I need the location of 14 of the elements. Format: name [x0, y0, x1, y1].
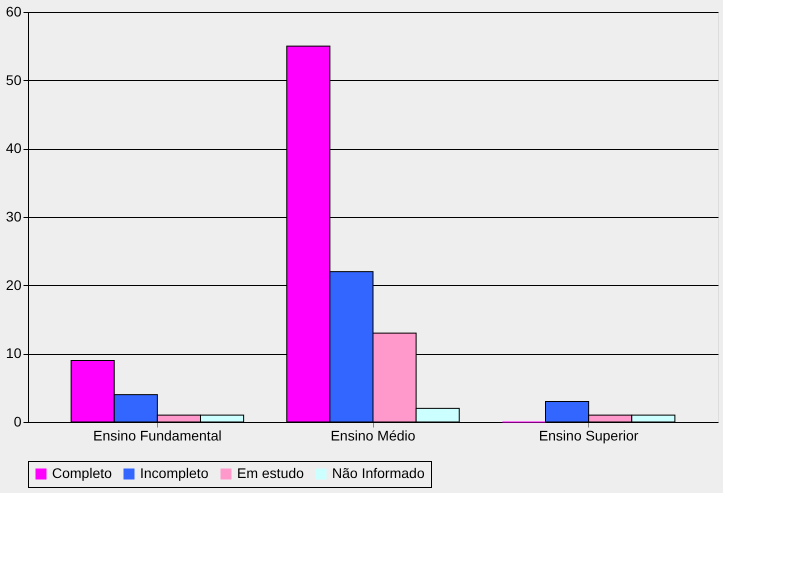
y-tick-label: 30 [6, 208, 22, 224]
x-tick-label: Ensino Médio [330, 428, 416, 444]
y-tick-label: 10 [6, 345, 22, 362]
legend-label: Incompleto [140, 465, 209, 481]
y-tick-label: 40 [6, 140, 22, 156]
y-tick-label: 20 [6, 276, 22, 293]
x-tick-label: Ensino Fundamental [93, 428, 222, 444]
legend-label: Em estudo [237, 465, 304, 481]
x-tick-label: Ensino Superior [538, 428, 639, 444]
y-tick-label: 50 [6, 72, 22, 88]
y-tick-label: 60 [6, 4, 22, 20]
legend-label: Não Informado [332, 465, 425, 481]
legend-label: Completo [52, 465, 112, 481]
y-tick-label: 0 [14, 414, 22, 430]
